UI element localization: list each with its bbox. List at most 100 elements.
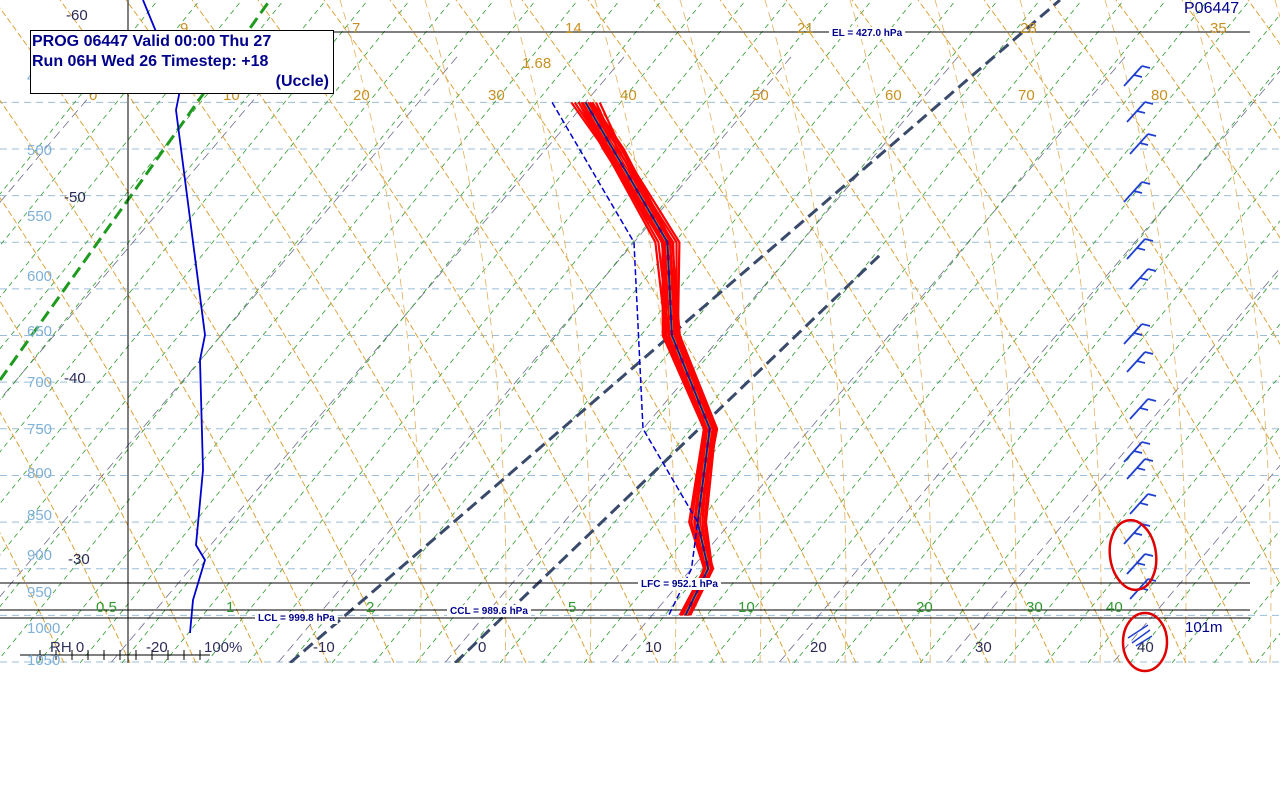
dry-adiabat-label: 70 bbox=[1018, 87, 1035, 104]
dry-adiabat-line bbox=[521, 0, 923, 663]
wind-barb bbox=[1126, 238, 1154, 260]
temperature-tick-label: 20 bbox=[810, 639, 827, 656]
mixing-ratio-label: 0.5 bbox=[96, 599, 117, 616]
wind-barb-staff bbox=[1129, 133, 1149, 155]
rh-profile-line bbox=[142, 0, 206, 634]
wind-barb-staff bbox=[1123, 181, 1143, 203]
mixing-ratio-line bbox=[247, 0, 789, 663]
mixing-ratio-label: 5 bbox=[568, 599, 576, 616]
wind-barb-flag bbox=[1133, 332, 1143, 336]
dry-adiabat-line bbox=[0, 197, 263, 663]
dry-adiabat-line bbox=[0, 532, 65, 663]
wind-barb bbox=[1123, 65, 1151, 87]
mixing-ratio-line bbox=[0, 0, 285, 350]
dry-adiabat-line bbox=[917, 0, 1280, 586]
wind-barb-staff bbox=[1123, 441, 1143, 463]
mixing-ratio-line bbox=[0, 0, 327, 401]
dry-adiabat-line bbox=[0, 411, 131, 663]
mixing-ratio-line bbox=[0, 0, 537, 659]
isotherm-line bbox=[779, 70, 1280, 663]
dry-adiabat-line bbox=[0, 7, 395, 663]
wind-barb-flag bbox=[1133, 190, 1143, 194]
pressure-tick-label: 950 bbox=[27, 584, 52, 601]
wind-barb bbox=[1126, 458, 1154, 480]
isotherm-line bbox=[1113, 464, 1280, 663]
dry-adiabat-line bbox=[389, 0, 791, 663]
wind-barb-flag bbox=[1141, 181, 1151, 185]
mixing-ratio-line bbox=[373, 0, 915, 663]
dry-adiabat-label: 20 bbox=[353, 87, 370, 104]
wind-barb-flag bbox=[1136, 562, 1146, 566]
wind-barb-staff bbox=[1126, 458, 1146, 480]
temperature-tick-label: -50 bbox=[64, 189, 86, 206]
moist-adiabat-line bbox=[509, 0, 592, 663]
temperature-tick-label: 30 bbox=[975, 639, 992, 656]
lcl-level-label: LCL = 999.8 hPa bbox=[258, 613, 335, 624]
temperature-tick-label: 40 bbox=[1137, 639, 1154, 656]
wind-barb bbox=[1123, 323, 1151, 345]
dry-adiabat-line bbox=[323, 0, 725, 663]
dry-adiabat-line bbox=[653, 0, 1055, 663]
wet-bulb-label: 21 bbox=[797, 20, 814, 37]
wind-barb-flag bbox=[1141, 441, 1151, 445]
wet-bulb-label: 28 bbox=[1020, 20, 1037, 37]
dry-adiabat-label: 30 bbox=[488, 87, 505, 104]
pressure-tick-label: 850 bbox=[27, 507, 52, 524]
rh-scale-end-label: 100% bbox=[204, 639, 242, 656]
mixing-ratio-line bbox=[625, 0, 1167, 663]
wet-bulb-label: 7 bbox=[352, 20, 360, 37]
moist-adiabat-line bbox=[1104, 0, 1187, 663]
mixing-ratio-line bbox=[751, 14, 1280, 663]
mixing-ratio-line bbox=[1171, 529, 1280, 663]
ccl-level-label: CCL = 989.6 hPa bbox=[450, 606, 528, 617]
mixing-ratio-line bbox=[0, 0, 411, 505]
temperature-profile-line bbox=[584, 101, 711, 616]
temperature-tick-label: 0 bbox=[478, 639, 486, 656]
surface-wind-barb bbox=[1127, 624, 1153, 647]
dry-adiabat-line bbox=[191, 0, 593, 663]
wind-barb-flag bbox=[1141, 323, 1151, 327]
pressure-tick-label: 550 bbox=[27, 208, 52, 225]
mixing-ratio-line bbox=[415, 0, 957, 663]
wind-barb bbox=[1129, 133, 1157, 155]
wind-barb-staff bbox=[1129, 398, 1149, 420]
wind-barb bbox=[1129, 268, 1157, 290]
annotation-label: 1.68 bbox=[522, 55, 551, 72]
dry-adiabat-label: 60 bbox=[885, 87, 902, 104]
mixing-ratio-line bbox=[37, 0, 579, 663]
wind-barb-flag bbox=[1147, 133, 1157, 137]
dry-adiabat-line bbox=[0, 99, 329, 663]
wind-barb-flag bbox=[1139, 142, 1149, 146]
temperature-tick-label: -40 bbox=[64, 370, 86, 387]
isotherm-line bbox=[0, 55, 459, 598]
dry-adiabat-line bbox=[785, 0, 1187, 663]
mixing-ratio-line bbox=[163, 0, 705, 663]
mixing-ratio-line bbox=[79, 0, 621, 663]
dry-adiabat-label: 0 bbox=[89, 87, 97, 104]
mixing-ratio-line bbox=[835, 117, 1280, 663]
mixing-ratio-line bbox=[793, 65, 1280, 663]
wet-bulb-label: 14 bbox=[565, 20, 582, 37]
mixing-ratio-line bbox=[961, 271, 1280, 663]
wet-bulb-label: 9 bbox=[180, 20, 188, 37]
temperature-tick-label: -20 bbox=[146, 639, 168, 656]
mixing-ratio-line bbox=[667, 0, 1209, 663]
dry-adiabat-line bbox=[59, 0, 461, 663]
pressure-tick-label: 900 bbox=[27, 547, 52, 564]
station-name: (Uccle) bbox=[275, 73, 329, 90]
dry-adiabat-label: 50 bbox=[752, 87, 769, 104]
wind-barb bbox=[1126, 351, 1154, 373]
mixing-ratio-line bbox=[919, 220, 1280, 663]
mixing-ratio-line bbox=[877, 168, 1280, 663]
wind-barb-staff bbox=[1126, 553, 1146, 575]
mixing-ratio-label: 1 bbox=[226, 599, 234, 616]
wind-barb bbox=[1123, 181, 1151, 203]
mixing-ratio-line bbox=[457, 0, 999, 663]
dry-adiabat-line bbox=[851, 0, 1253, 663]
wind-barb-flag bbox=[1133, 532, 1143, 536]
wind-barb bbox=[1129, 493, 1157, 515]
dry-adiabat-line bbox=[257, 0, 659, 663]
wind-barb-flag bbox=[1144, 101, 1154, 105]
mixing-ratio-line bbox=[205, 0, 747, 663]
